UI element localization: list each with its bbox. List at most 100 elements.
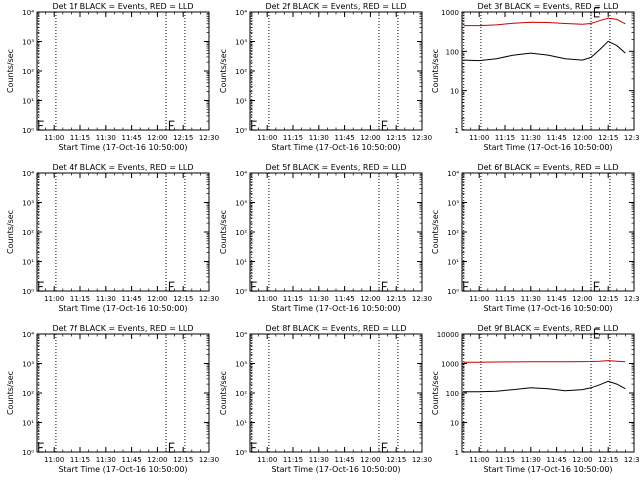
y-axis-label: Counts/sec bbox=[6, 49, 15, 93]
interval-marker bbox=[168, 442, 175, 453]
x-tick-label: 12:30 bbox=[624, 295, 640, 303]
x-axis-label: Start Time (17-Oct-16 10:50:00) bbox=[271, 143, 400, 152]
detector-panel: Det 1f BLACK = Events, RED = LLD 10⁰ 10¹ 10… bbox=[6, 2, 219, 152]
y-tick-label: 10³ bbox=[447, 200, 459, 208]
x-axis-label: Start Time (17-Oct-16 10:50:00) bbox=[58, 304, 187, 313]
interval-marker bbox=[38, 442, 44, 453]
x-tick-label: 12:00 bbox=[360, 456, 380, 464]
x-tick-label: 11:30 bbox=[309, 134, 329, 142]
panel-title: Det 6f BLACK = Events, RED = LLD bbox=[477, 163, 618, 172]
y-tick-label: 10⁰ bbox=[235, 449, 247, 457]
x-tick-label: 11:00 bbox=[469, 295, 489, 303]
y-tick-label: 10⁴ bbox=[235, 9, 247, 17]
plot-frame bbox=[461, 11, 635, 131]
x-tick-label: 11:15 bbox=[70, 134, 90, 142]
x-tick-label: 12:00 bbox=[147, 456, 167, 464]
y-tick-label: 10² bbox=[447, 229, 459, 237]
y-tick-label: 10⁰ bbox=[447, 288, 459, 296]
y-axis-label: Counts/sec bbox=[6, 371, 15, 415]
interval-marker bbox=[168, 281, 175, 292]
x-tick-label: 12:15 bbox=[386, 134, 406, 142]
interval-marker bbox=[251, 442, 257, 453]
x-tick-label: 12:00 bbox=[360, 134, 380, 142]
y-tick-label: 1 bbox=[455, 127, 459, 135]
y-tick-label: 10¹ bbox=[447, 259, 459, 267]
interval-marker bbox=[168, 120, 175, 131]
x-tick-label: 12:15 bbox=[598, 134, 618, 142]
plot-frame bbox=[461, 172, 635, 292]
y-tick-label: 10⁰ bbox=[22, 288, 34, 296]
x-tick-label: 11:15 bbox=[495, 134, 515, 142]
y-tick-label: 10³ bbox=[235, 39, 247, 47]
x-tick-label: 12:30 bbox=[412, 295, 432, 303]
y-tick-label: 10⁴ bbox=[447, 170, 459, 178]
y-tick-label: 10³ bbox=[22, 39, 34, 47]
x-tick-label: 11:15 bbox=[70, 456, 90, 464]
interval-marker bbox=[593, 328, 600, 339]
y-tick-label: 10⁰ bbox=[22, 449, 34, 457]
interval-marker bbox=[463, 281, 469, 292]
x-tick-label: 11:15 bbox=[283, 295, 303, 303]
interval-marker bbox=[381, 120, 388, 131]
y-axis-label: Counts/sec bbox=[219, 210, 228, 254]
events-series-line bbox=[463, 40, 626, 62]
x-tick-label: 12:15 bbox=[598, 456, 618, 464]
plot-frame bbox=[36, 172, 210, 292]
x-tick-label: 12:30 bbox=[199, 456, 219, 464]
y-tick-label: 10³ bbox=[22, 200, 34, 208]
y-tick-label: 10³ bbox=[235, 361, 247, 369]
y-tick-label: 10² bbox=[235, 68, 247, 76]
x-tick-label: 11:45 bbox=[335, 295, 355, 303]
x-tick-label: 11:00 bbox=[257, 295, 277, 303]
x-tick-label: 11:15 bbox=[495, 295, 515, 303]
x-tick-label: 11:00 bbox=[44, 456, 64, 464]
interval-marker bbox=[38, 120, 44, 131]
x-axis-label: Start Time (17-Oct-16 10:50:00) bbox=[271, 304, 400, 313]
y-tick-label: 10⁴ bbox=[22, 170, 34, 178]
detector-panel: Det 5f BLACK = Events, RED = LLD 10⁰ 10¹ 10… bbox=[219, 163, 432, 313]
detector-panel: Det 2f BLACK = Events, RED = LLD 10⁰ 10¹ 10… bbox=[219, 2, 432, 152]
x-tick-label: 11:30 bbox=[96, 295, 116, 303]
x-axis-label: Start Time (17-Oct-16 10:50:00) bbox=[483, 143, 612, 152]
y-tick-label: 10³ bbox=[235, 200, 247, 208]
y-tick-label: 10² bbox=[235, 229, 247, 237]
y-tick-label: 10¹ bbox=[235, 259, 247, 267]
y-tick-label: 10000 bbox=[437, 331, 459, 339]
x-tick-label: 12:00 bbox=[147, 295, 167, 303]
y-tick-label: 10¹ bbox=[235, 98, 247, 106]
plot-frame bbox=[461, 333, 635, 453]
x-tick-label: 11:00 bbox=[257, 456, 277, 464]
x-tick-label: 11:00 bbox=[469, 456, 489, 464]
x-tick-label: 11:15 bbox=[283, 456, 303, 464]
x-tick-label: 11:00 bbox=[44, 134, 64, 142]
x-tick-label: 11:45 bbox=[122, 134, 142, 142]
x-tick-label: 12:00 bbox=[572, 456, 592, 464]
x-axis-label: Start Time (17-Oct-16 10:50:00) bbox=[483, 465, 612, 474]
x-tick-label: 12:30 bbox=[624, 134, 640, 142]
panel-title: Det 9f BLACK = Events, RED = LLD bbox=[477, 324, 618, 333]
y-tick-label: 1000 bbox=[441, 361, 459, 369]
events-series-line bbox=[463, 380, 626, 393]
x-tick-label: 11:45 bbox=[335, 134, 355, 142]
x-tick-label: 11:45 bbox=[122, 456, 142, 464]
x-tick-label: 12:30 bbox=[624, 456, 640, 464]
detector-panel: Det 4f BLACK = Events, RED = LLD 10⁰ 10¹ 10… bbox=[6, 163, 219, 313]
y-tick-label: 10 bbox=[450, 88, 459, 96]
y-tick-label: 100 bbox=[446, 48, 459, 56]
x-tick-label: 11:45 bbox=[335, 456, 355, 464]
x-tick-label: 12:15 bbox=[173, 134, 193, 142]
y-tick-label: 10⁰ bbox=[235, 127, 247, 135]
x-tick-label: 11:30 bbox=[309, 456, 329, 464]
lld-series-line bbox=[463, 17, 626, 27]
x-tick-label: 11:00 bbox=[257, 134, 277, 142]
x-tick-label: 11:30 bbox=[309, 295, 329, 303]
x-tick-label: 11:30 bbox=[521, 134, 541, 142]
plot-frame bbox=[249, 11, 423, 131]
x-axis-label: Start Time (17-Oct-16 10:50:00) bbox=[483, 304, 612, 313]
y-tick-label: 10⁴ bbox=[235, 170, 247, 178]
y-tick-label: 10⁴ bbox=[235, 331, 247, 339]
detector-panel: Det 3f BLACK = Events, RED = LLD 1 10 100 10… bbox=[431, 2, 640, 152]
interval-marker bbox=[251, 120, 257, 131]
x-tick-label: 12:15 bbox=[386, 295, 406, 303]
